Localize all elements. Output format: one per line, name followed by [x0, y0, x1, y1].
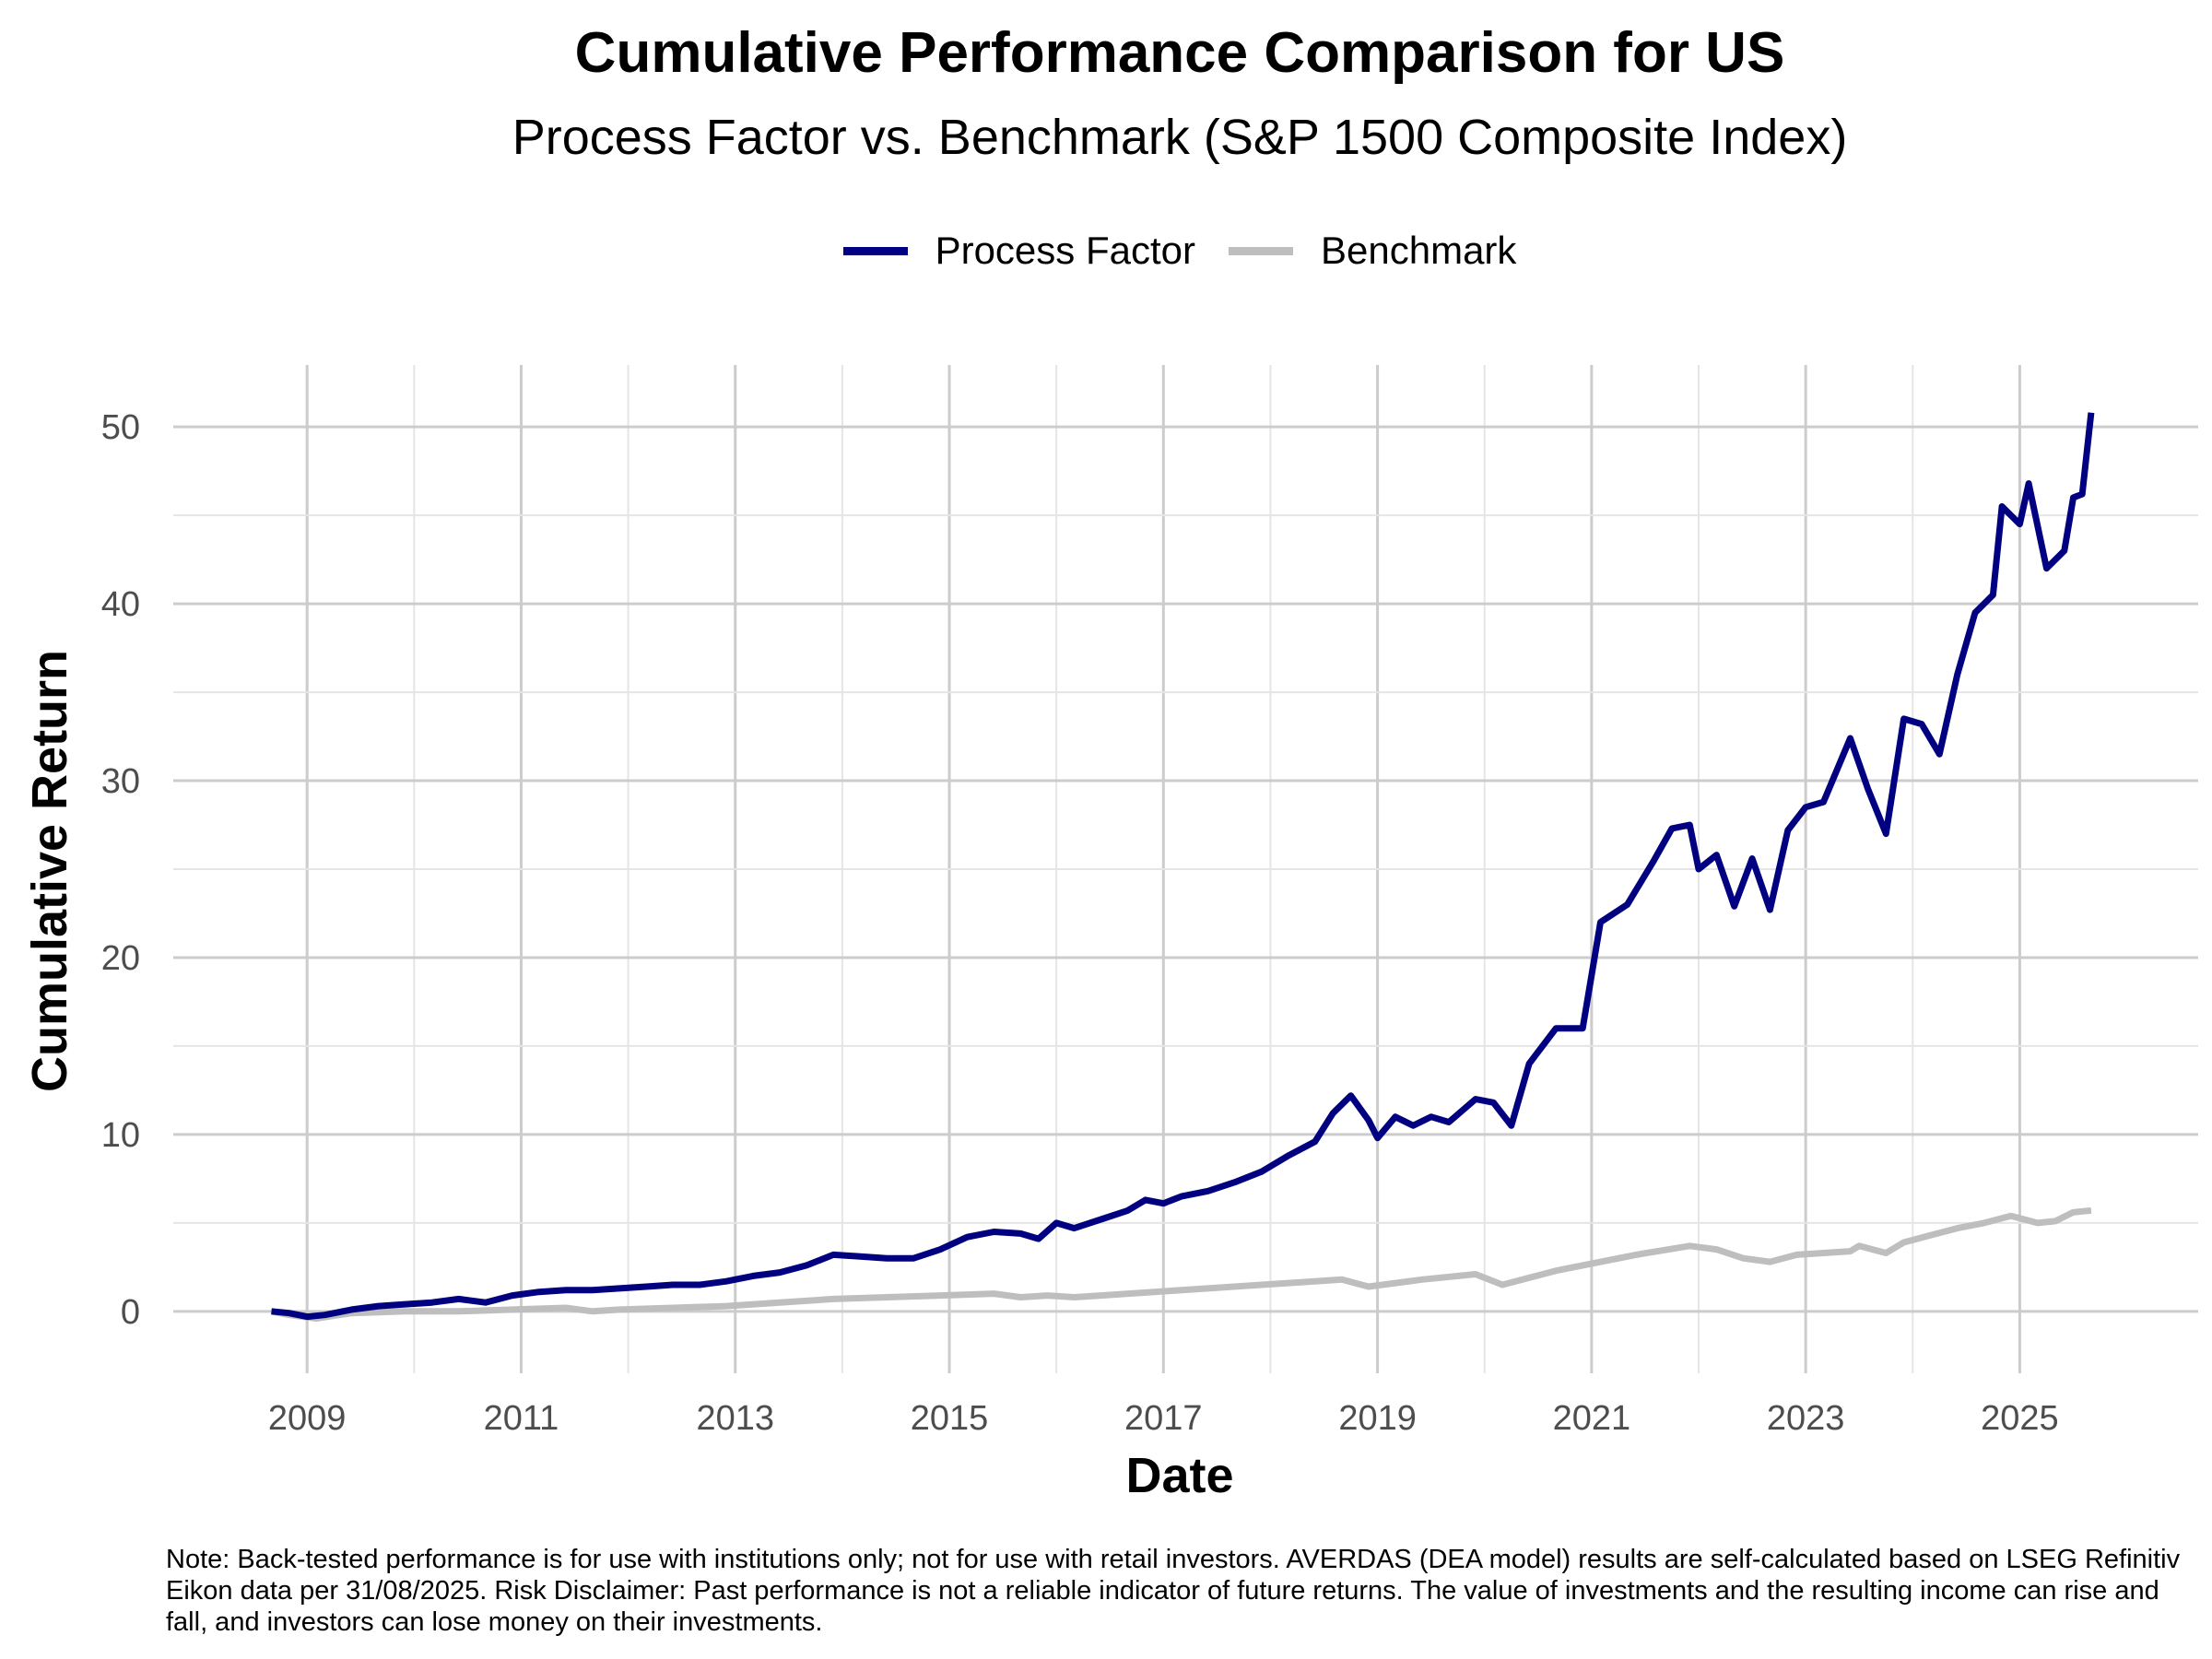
y-tick-label: 50: [101, 408, 140, 447]
x-tick-label: 2019: [1338, 1399, 1417, 1438]
x-tick-label: 2025: [1981, 1399, 2059, 1438]
legend-item-benchmark: Benchmark: [1229, 229, 1516, 273]
chart-title: Cumulative Performance Comparison for US: [574, 21, 1785, 85]
legend-item-process-factor: Process Factor: [842, 229, 1195, 273]
x-tick-label: 2015: [911, 1399, 989, 1438]
legend-key-benchmark: [1229, 246, 1293, 255]
series-line-benchmark: [270, 1206, 2092, 1322]
x-tick-label: 2013: [696, 1399, 774, 1438]
legend-label-process-factor: Process Factor: [935, 229, 1195, 272]
y-tick-label: 0: [121, 1293, 140, 1332]
x-axis-title: Date: [1125, 1448, 1233, 1503]
x-tick-label: 2009: [268, 1399, 347, 1438]
y-tick-label: 40: [101, 585, 140, 624]
x-tick-label: 2017: [1124, 1399, 1203, 1438]
tick-labels: 2009 2011 2013 2015 2017 2019 2021 2023 2025 0 10 2…: [101, 408, 2059, 1438]
grid-lines: [173, 365, 2198, 1373]
series-line-process-factor: [271, 412, 2095, 1321]
legend-label-benchmark: Benchmark: [1321, 229, 1517, 272]
y-tick-label: 30: [101, 762, 140, 801]
legend: Process Factor Benchmark: [0, 229, 2212, 273]
x-tick-label: 2021: [1553, 1399, 1631, 1438]
x-tick-label: 2011: [484, 1399, 559, 1438]
y-axis-title: Cumulative Return: [22, 650, 77, 1092]
legend-key-process-factor: [842, 246, 908, 255]
series-lines: [270, 412, 2095, 1322]
y-tick-label: 20: [101, 939, 140, 978]
y-tick-label: 10: [101, 1116, 140, 1155]
chart-subtitle: Process Factor vs. Benchmark (S&P 1500 C…: [512, 110, 1848, 165]
footnote: Note: Back-tested performance is for use…: [166, 1545, 2181, 1637]
x-tick-label: 2023: [1767, 1399, 1845, 1438]
